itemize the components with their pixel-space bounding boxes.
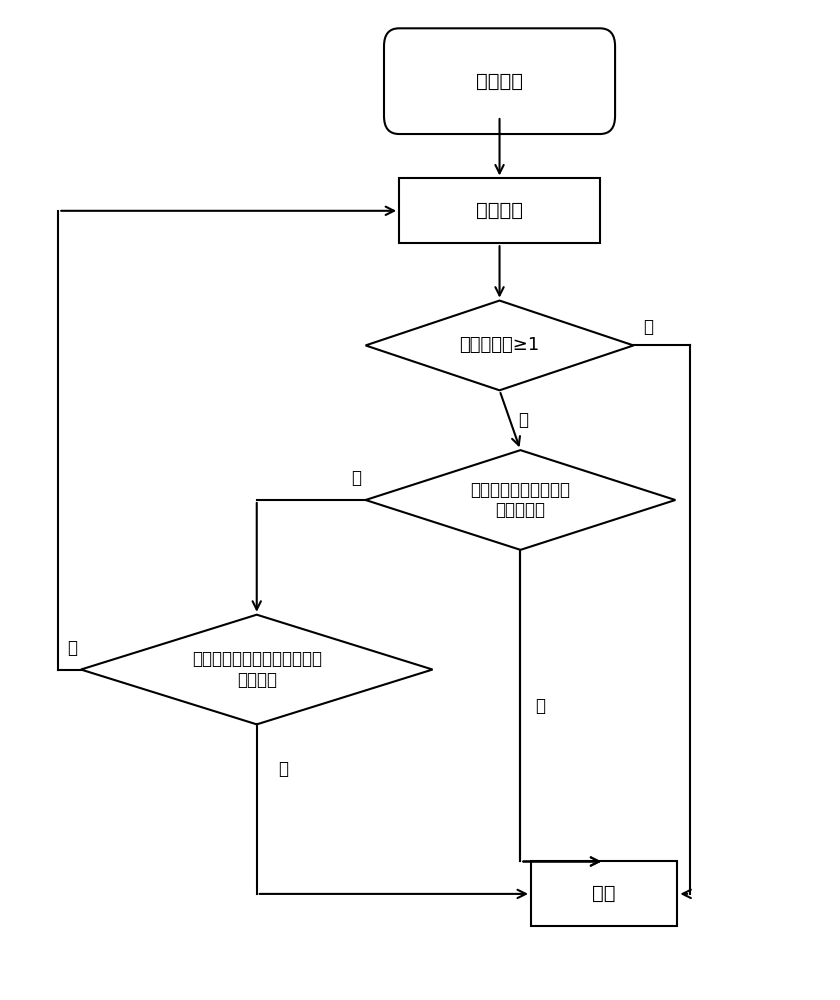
Text: 是: 是 (278, 760, 287, 778)
Bar (531, 861, 677, 926)
Text: 否: 否 (518, 411, 528, 429)
Bar (399, 178, 600, 243)
Polygon shape (365, 450, 675, 550)
FancyBboxPatch shape (384, 28, 615, 134)
Text: 判断控制指令与语音指
令是否一致: 判断控制指令与语音指 令是否一致 (470, 481, 570, 519)
Text: 执行: 执行 (592, 884, 616, 903)
Text: 是: 是 (643, 318, 654, 336)
Text: 提示用户确认是否执行当前的
控制指令: 提示用户确认是否执行当前的 控制指令 (192, 650, 322, 689)
Text: 语音精度值≥1: 语音精度值≥1 (459, 336, 539, 354)
Polygon shape (81, 615, 433, 724)
Text: 开始录音: 开始录音 (476, 72, 523, 91)
Text: 否: 否 (66, 639, 76, 657)
Text: 否: 否 (351, 469, 361, 487)
Text: 是: 是 (536, 697, 545, 715)
Text: 识别语音: 识别语音 (476, 201, 523, 220)
Polygon shape (365, 301, 633, 390)
